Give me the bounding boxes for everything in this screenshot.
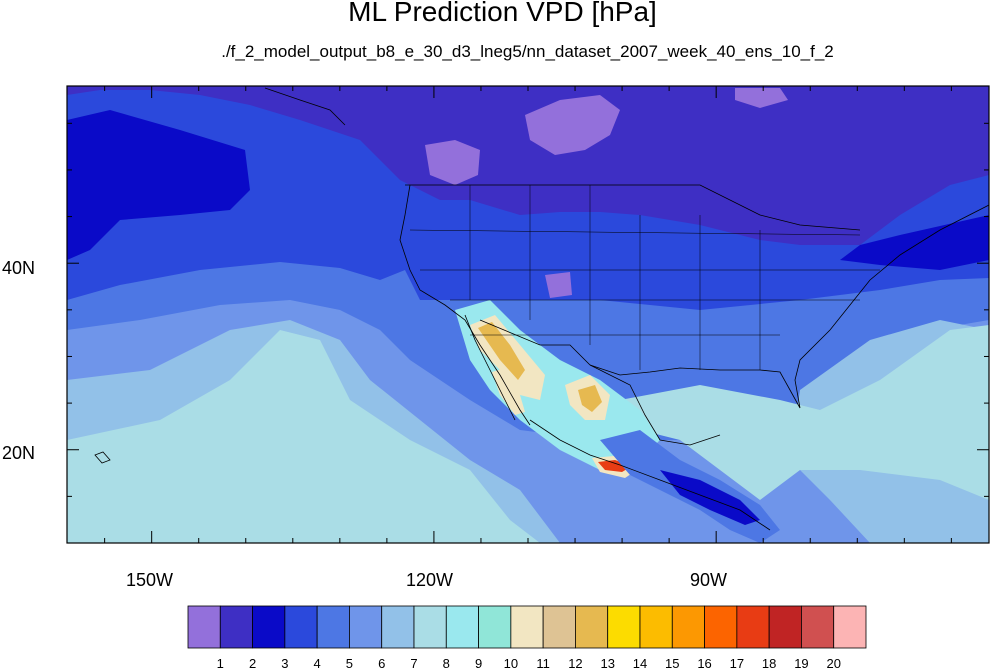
colorbar-label: 14 [632,656,648,671]
colorbar-label: 8 [442,656,450,671]
colorbar-swatch [768,605,802,649]
colorbar-swatch [607,605,641,649]
colorbar-swatch [284,605,318,649]
lon-label-120w: 120W [406,570,454,590]
colorbar-label: 13 [600,656,615,671]
state-boundaries [409,185,880,370]
colorbar-swatch [542,605,576,649]
vpd-contour-field [67,86,989,543]
colorbar [187,605,867,649]
vpd-level-1-blob-hudson [525,95,620,155]
colorbar-swatch [413,605,447,649]
colorbar-swatch [252,605,286,649]
colorbar-label: 18 [761,656,777,671]
colorbar-swatch [510,605,544,649]
lon-label-90w: 90W [690,570,728,590]
baja-coast-line [464,314,516,421]
lat-label-40n: 40N [2,258,36,278]
map-title: ML Prediction VPD [hPa] [348,0,657,27]
colorbar-swatch [478,605,512,649]
alaska-coast [264,87,346,126]
lat-label-20n: 20N [2,443,36,463]
colorbar-label: 6 [378,656,386,671]
axis-ticks [67,86,989,543]
vpd-level-13-sierra [578,385,602,412]
mexico-pacific-line [529,419,771,531]
colorbar-swatch [639,605,673,649]
lon-label-150w: 150W [126,570,174,590]
colorbar-label: 11 [536,656,550,671]
gulf-coast-line [589,204,989,409]
colorbar-label: 20 [826,656,841,671]
vpd-level-1-blob-plains [545,272,572,298]
west-coast-line [399,184,531,426]
colorbar-swatch [219,605,253,649]
vpd-level-2-band [67,86,989,245]
vpd-level-1-blob-prairie [425,140,480,185]
colorbar-swatch [833,605,867,649]
colorbar-label: 2 [248,656,257,671]
vpd-level-3-band [67,110,250,260]
colorbar-label: 15 [665,656,680,671]
colorbar-label: 16 [697,656,712,671]
mexico-gulf-line [589,364,721,446]
colorbar-swatch [445,605,479,649]
colorbar-label: 5 [345,656,354,671]
hawaii [94,451,111,464]
colorbar-label: 4 [313,656,321,671]
colorbar-label: 17 [729,656,745,671]
vpd-level-3-central-america [660,470,760,525]
colorbar-swatch [349,605,383,649]
colorbar-swatch [381,605,415,649]
colorbar-label: 12 [568,656,583,671]
us-canada-border [405,184,861,231]
vpd-level-13-sonora [478,322,525,380]
colorbar-label: 19 [794,656,809,671]
coastlines [94,87,989,531]
vpd-level-1-blob-northeast [735,88,788,108]
colorbar-swatch [671,605,705,649]
vpd-level-3-band-east [840,215,989,270]
map-subtitle: ./f_2_model_output_b8_e_30_d3_lneg5/nn_d… [221,42,834,61]
colorbar-swatch [187,605,221,649]
vpd-level-8-band [67,330,540,543]
colorbar-label: 7 [410,656,418,671]
colorbar-swatch [736,605,770,649]
us-mexico-border [479,319,591,366]
colorbar-swatch [704,605,738,649]
colorbar-swatch [575,605,609,649]
colorbar-label: 3 [281,656,289,671]
vpd-level-11-baja-south [492,368,525,415]
colorbar-swatch [316,605,350,649]
colorbar-label: 10 [503,656,519,671]
colorbar-label: 1 [216,656,224,671]
vpd-level-8-gulf [620,325,989,500]
colorbar-swatch [801,605,835,649]
colorbar-label: 9 [474,656,483,671]
